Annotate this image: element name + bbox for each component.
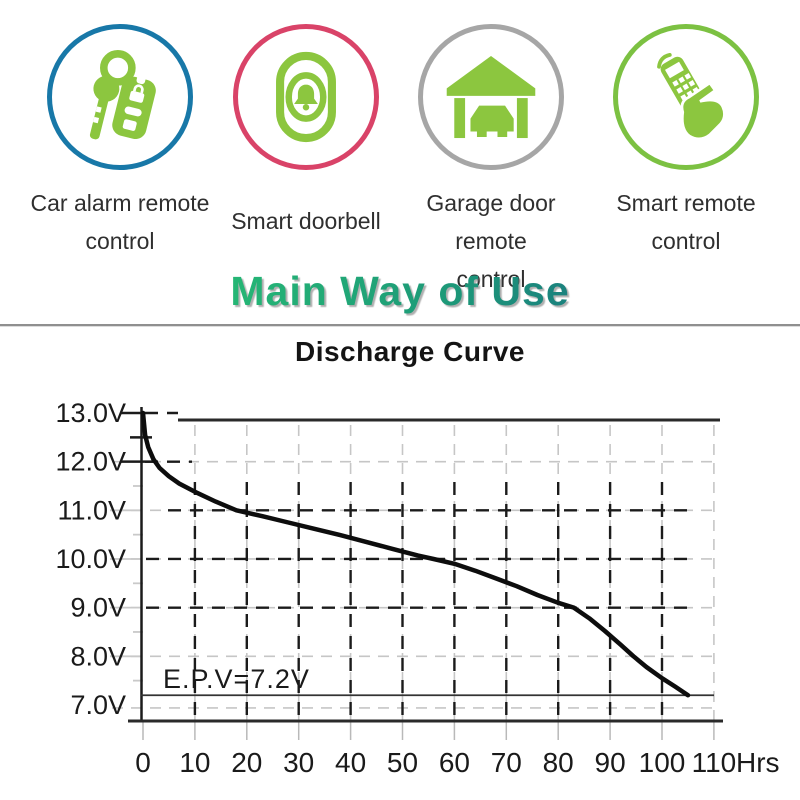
feature-circle <box>233 24 379 170</box>
svg-text:50: 50 <box>387 747 418 778</box>
feature-label: Car alarm remote control <box>20 184 220 260</box>
svg-text:Hrs: Hrs <box>736 747 780 778</box>
smart-remote-icon <box>657 52 726 141</box>
feature-smart-remote: Smart remote control <box>586 24 786 260</box>
section-title: Main Way of Use <box>0 268 800 315</box>
svg-text:20: 20 <box>231 747 262 778</box>
garage-door-icon <box>446 55 536 139</box>
feature-label-line: control <box>391 260 591 298</box>
svg-text:60: 60 <box>439 747 470 778</box>
svg-text:40: 40 <box>335 747 366 778</box>
divider <box>0 324 800 327</box>
feature-label-line: Smart doorbell <box>231 208 381 234</box>
feature-circle <box>613 24 759 170</box>
feature-circle <box>418 24 564 170</box>
svg-text:11.0V: 11.0V <box>57 495 126 525</box>
feature-garage-door-remote: Garage door remote control <box>391 24 591 298</box>
feature-label-line: Smart remote <box>616 190 756 216</box>
svg-text:70: 70 <box>491 747 522 778</box>
svg-text:E.P.V=7.2V: E.P.V=7.2V <box>163 664 310 694</box>
feature-smart-doorbell: Smart doorbell <box>206 24 406 240</box>
feature-label-line: control <box>85 228 155 254</box>
feature-circle <box>47 24 193 170</box>
doorbell-icon <box>276 51 336 143</box>
feature-label: Garage door remote control <box>391 184 591 298</box>
feature-car-alarm-remote: Car alarm remote control <box>20 24 220 260</box>
discharge-curve-line <box>140 410 691 698</box>
svg-text:80: 80 <box>543 747 574 778</box>
feature-label: Smart doorbell <box>206 202 406 240</box>
svg-text:30: 30 <box>283 747 314 778</box>
feature-label-line: control <box>651 228 721 254</box>
feature-label-line: Garage door remote <box>426 190 556 254</box>
svg-text:12.0V: 12.0V <box>55 447 126 477</box>
svg-text:8.0V: 8.0V <box>70 641 126 671</box>
svg-text:110: 110 <box>692 747 737 778</box>
svg-text:9.0V: 9.0V <box>70 593 126 623</box>
svg-text:100: 100 <box>639 747 686 778</box>
svg-text:10: 10 <box>179 747 210 778</box>
feature-label-line: Car alarm remote <box>30 190 210 216</box>
svg-text:0: 0 <box>135 747 151 778</box>
svg-text:7.0V: 7.0V <box>70 690 126 720</box>
svg-text:90: 90 <box>595 747 626 778</box>
chart-title: Discharge Curve <box>294 336 526 367</box>
svg-text:13.0V: 13.0V <box>55 398 126 428</box>
car-keys-icon <box>89 50 156 140</box>
feature-label: Smart remote control <box>586 184 786 260</box>
svg-text:10.0V: 10.0V <box>55 544 126 574</box>
